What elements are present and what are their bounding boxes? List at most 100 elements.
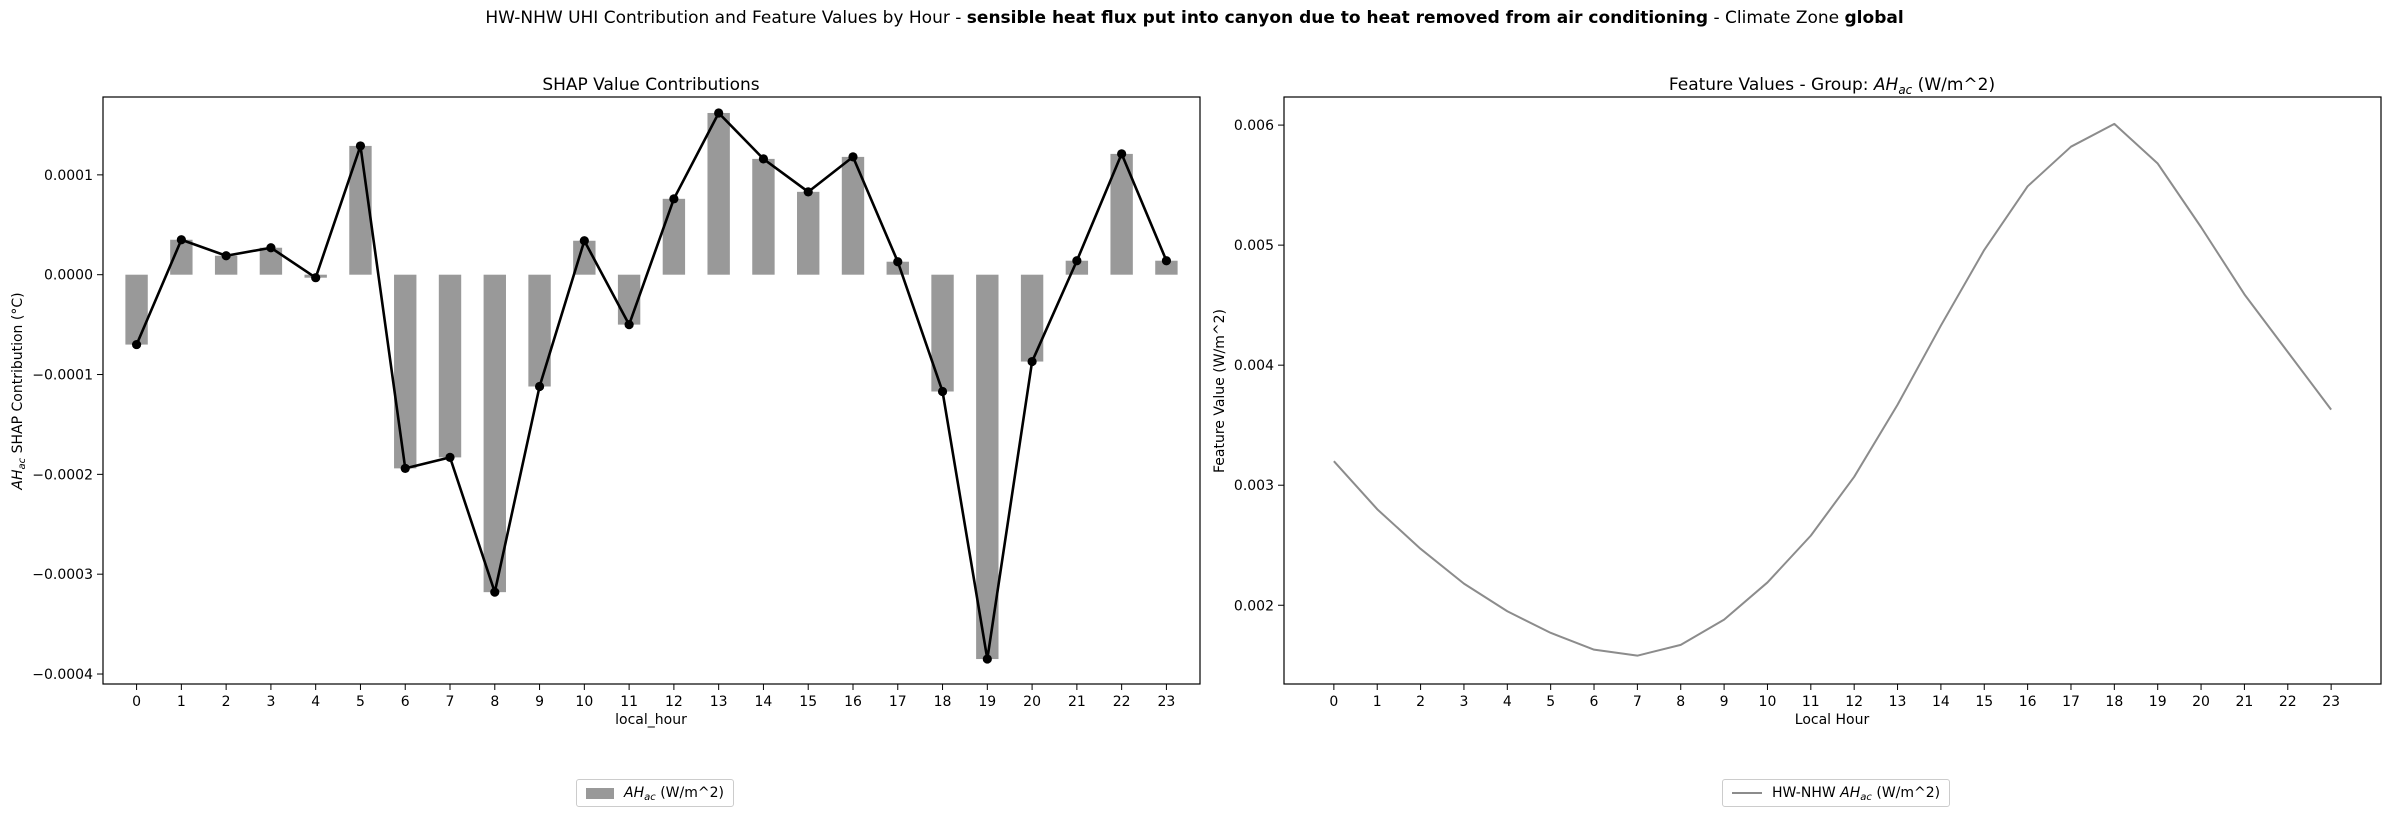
shap-ytick-label: 0.0000 [44,268,93,284]
shap-bar [797,191,820,275]
shap-xtick-label: 14 [755,694,773,710]
shap-point [893,257,903,267]
feature-xtick-label: 10 [1759,694,1777,710]
shap-point [534,381,545,392]
shap-xtick-label: 13 [710,694,728,710]
shap-xtick-label: 12 [665,694,683,710]
shap-xtick-label: 3 [266,694,275,710]
shap-point [803,187,813,197]
feature-xtick-label: 8 [1676,694,1685,710]
feature-xtick-label: 23 [2322,694,2340,710]
shap-ytick-label: −0.0004 [32,667,93,683]
shap-point [400,463,410,473]
shap-total-line [135,111,1168,661]
feature-ytick-label: 0.002 [1234,598,1274,614]
shap-point [937,386,948,397]
feature-xtick-label: 17 [2062,694,2080,710]
shap-bar [1020,274,1044,362]
feature-xtick-label: 4 [1503,694,1512,710]
shap-bar [259,247,283,275]
shap-bar [214,255,238,275]
shap-bar [976,274,999,660]
shap-bar [483,274,506,593]
shap-point [266,243,276,253]
feature-legend-label: HW-NHW AHac (W/m^2) [1772,785,1941,803]
shap-ytick-label: 0.0001 [44,168,93,184]
shap-legend-label: AHac (W/m^2) [624,785,724,803]
suptitle-feature-desc: sensible heat flux put into canyon due t… [966,8,1709,28]
shap-point [624,320,634,330]
shap-bar [707,112,730,275]
feature-xtick-label: 20 [2192,694,2210,710]
feature-xtick-label: 0 [1329,694,1338,710]
shap-ytick-label: −0.0001 [32,368,93,384]
feature-xtick-label: 14 [1932,694,1950,710]
shap-xtick-label: 16 [844,694,862,710]
legend-bar-swatch [586,787,614,799]
shap-point [221,251,231,261]
shap-bar [528,274,551,387]
shap-point [445,452,455,462]
suptitle-prefix: HW-NHW UHI Contribution and Feature Valu… [485,8,967,28]
shap-bar [125,274,148,345]
shap-point [131,339,142,350]
shap-point [355,141,366,151]
shap-point [669,194,679,204]
shap-xtick-label: 21 [1068,694,1086,710]
feature-xtick-label: 16 [2019,694,2037,710]
shap-point [176,235,186,245]
shap-point [714,108,724,118]
feature-ylabel: Feature Value (W/m^2) [1212,309,1228,473]
shap-bar [1110,153,1133,275]
feature-xtick-label: 21 [2236,694,2254,710]
shap-axes-frame [102,96,1201,685]
feature-xtick-label: 1 [1373,694,1382,710]
suptitle-zone: global [1844,8,1904,28]
feature-xlabel: Local Hour [1795,712,1870,728]
feature-xtick-label: 9 [1720,694,1729,710]
shap-bar [1155,260,1178,275]
feature-xtick-label: 3 [1459,694,1468,710]
feature-ytick-label: 0.003 [1234,478,1274,494]
feature-xtick-label: 22 [2279,694,2297,710]
shap-xtick-label: 17 [889,694,907,710]
shap-bar [170,239,193,275]
shap-xtick-label: 20 [1023,694,1041,710]
feature-ytick-label: 0.006 [1234,118,1274,134]
feature-xtick-label: 11 [1802,694,1820,710]
feature-xtick-label: 18 [2105,694,2123,710]
feature-xtick-label: 6 [1590,694,1599,710]
shap-point [848,152,858,162]
shap-plot-area: 0 1 2 3 4 5 6 7 8 9 10 11 12 13 14 15 16 17 18 19 20 21 22 23−0… [32,108,1178,710]
shap-xtick-label: 5 [356,694,365,710]
shap-xtick-label: 9 [535,694,544,710]
shap-point [982,654,992,664]
feature-xtick-label: 13 [1889,694,1907,710]
shap-point [1072,256,1082,266]
feature-xtick-label: 12 [1845,694,1863,710]
figure-suptitle: HW-NHW UHI Contribution and Feature Valu… [0,8,2389,28]
feature-ytick-label: 0.005 [1234,238,1274,254]
feature-xtick-label: 7 [1633,694,1642,710]
feature-xtick-label: 15 [1975,694,1993,710]
shap-xtick-label: 0 [132,694,141,710]
shap-xtick-label: 15 [799,694,817,710]
shap-xtick-label: 22 [1113,694,1131,710]
shap-point [1161,256,1172,266]
shap-xtick-label: 6 [401,694,410,710]
shap-bar [752,158,775,275]
shap-point [490,587,500,597]
shap-xtick-label: 18 [934,694,952,710]
suptitle-middle: - Climate Zone [1708,8,1845,28]
shap-point [1117,149,1127,159]
shap-point [311,273,321,283]
feature-line [1333,122,2332,657]
legend-line-swatch [1732,792,1762,794]
shap-xtick-label: 10 [575,694,593,710]
feature-axes-frame [1283,96,2382,685]
feature-xtick-label: 19 [2149,694,2167,710]
shap-bar [886,261,909,275]
shap-xtick-label: 8 [490,694,499,710]
shap-point [758,154,769,164]
